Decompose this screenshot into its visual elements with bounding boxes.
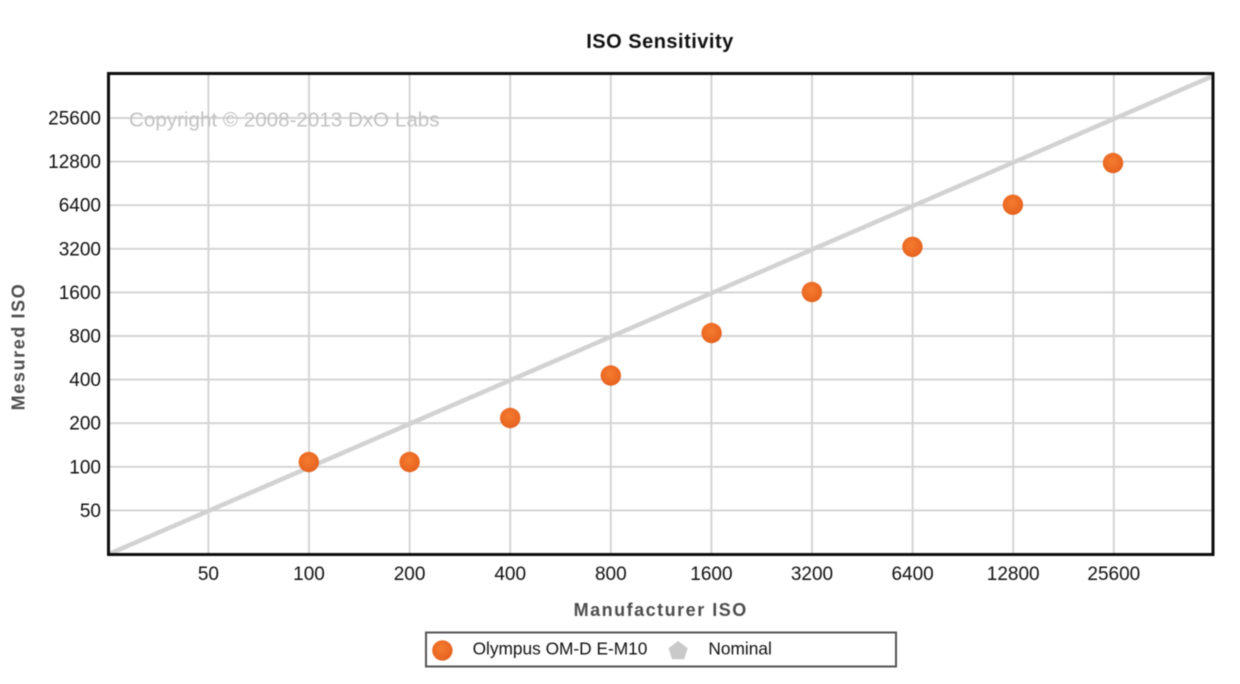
svg-text:200: 200 bbox=[69, 414, 101, 435]
svg-text:400: 400 bbox=[494, 564, 526, 585]
svg-text:25600: 25600 bbox=[48, 109, 101, 130]
svg-text:1600: 1600 bbox=[690, 564, 732, 585]
svg-text:25600: 25600 bbox=[1087, 564, 1140, 585]
svg-text:400: 400 bbox=[69, 370, 101, 391]
svg-text:100: 100 bbox=[69, 457, 101, 478]
svg-text:200: 200 bbox=[394, 564, 426, 585]
svg-text:Nominal: Nominal bbox=[708, 639, 771, 659]
svg-text:Copyright © 2008-2013 DxO Labs: Copyright © 2008-2013 DxO Labs bbox=[129, 109, 440, 132]
svg-text:ISO Sensitivity: ISO Sensitivity bbox=[586, 31, 734, 53]
svg-text:Mesured ISO: Mesured ISO bbox=[9, 283, 29, 411]
svg-text:800: 800 bbox=[69, 327, 101, 348]
svg-text:Olympus OM-D E-M10: Olympus OM-D E-M10 bbox=[473, 639, 648, 659]
svg-text:Manufacturer ISO: Manufacturer ISO bbox=[574, 600, 748, 620]
svg-text:50: 50 bbox=[198, 564, 219, 585]
svg-text:100: 100 bbox=[293, 564, 325, 585]
svg-text:6400: 6400 bbox=[59, 196, 101, 217]
svg-text:1600: 1600 bbox=[59, 283, 101, 304]
svg-text:50: 50 bbox=[80, 501, 101, 522]
svg-text:6400: 6400 bbox=[891, 564, 933, 585]
svg-text:800: 800 bbox=[595, 564, 627, 585]
svg-text:12800: 12800 bbox=[987, 564, 1040, 585]
svg-text:3200: 3200 bbox=[791, 564, 833, 585]
svg-text:12800: 12800 bbox=[48, 152, 101, 173]
svg-text:3200: 3200 bbox=[59, 239, 101, 260]
